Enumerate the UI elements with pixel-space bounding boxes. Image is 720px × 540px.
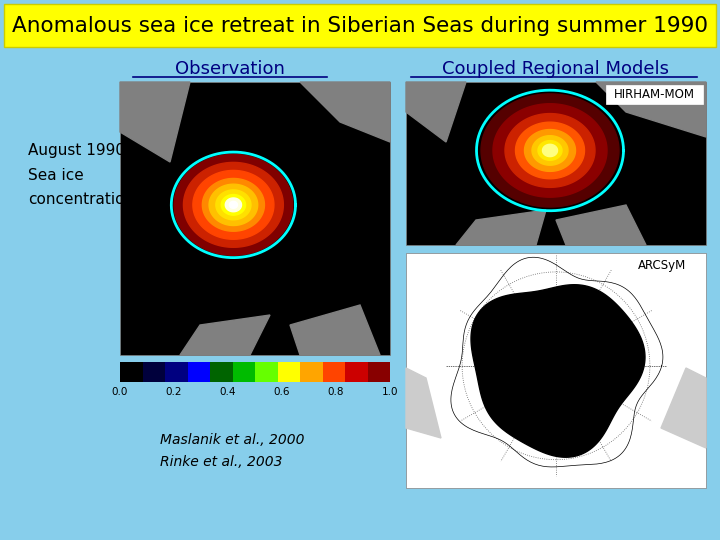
- Bar: [233, 362, 255, 382]
- Polygon shape: [456, 210, 546, 245]
- Polygon shape: [661, 368, 706, 448]
- Polygon shape: [406, 82, 466, 142]
- Polygon shape: [406, 368, 441, 438]
- Text: HIRHAM-MOM: HIRHAM-MOM: [613, 87, 695, 100]
- Bar: [120, 362, 143, 382]
- Bar: [300, 362, 323, 382]
- Polygon shape: [516, 122, 585, 179]
- Text: 0.6: 0.6: [274, 387, 290, 397]
- Text: Rinke et al., 2003: Rinke et al., 2003: [160, 455, 282, 469]
- Text: ARCSyM: ARCSyM: [638, 259, 686, 272]
- Polygon shape: [216, 190, 251, 220]
- Text: Anomalous sea ice retreat in Siberian Seas during summer 1990: Anomalous sea ice retreat in Siberian Se…: [12, 16, 708, 36]
- Bar: [406, 82, 706, 245]
- Bar: [187, 362, 210, 382]
- Bar: [621, 256, 703, 275]
- Bar: [143, 362, 165, 382]
- Bar: [367, 362, 390, 382]
- Polygon shape: [209, 184, 258, 226]
- Polygon shape: [596, 82, 706, 137]
- Bar: [255, 362, 277, 382]
- Bar: [165, 362, 187, 382]
- Text: 1.0: 1.0: [382, 387, 398, 397]
- Polygon shape: [471, 285, 645, 457]
- Text: Maslanik et al., 2000: Maslanik et al., 2000: [160, 433, 305, 447]
- Polygon shape: [505, 113, 595, 187]
- Polygon shape: [174, 154, 293, 255]
- Polygon shape: [481, 94, 619, 207]
- Polygon shape: [493, 104, 607, 197]
- Polygon shape: [542, 144, 557, 157]
- Bar: [277, 362, 300, 382]
- Text: Coupled Regional Models: Coupled Regional Models: [441, 60, 668, 78]
- Text: Sea ice: Sea ice: [28, 167, 84, 183]
- Text: 0.0: 0.0: [112, 387, 128, 397]
- Bar: [4, 4, 716, 47]
- Bar: [406, 253, 706, 488]
- Polygon shape: [184, 163, 284, 247]
- Bar: [323, 362, 345, 382]
- Polygon shape: [230, 201, 238, 208]
- Bar: [120, 82, 390, 355]
- Polygon shape: [202, 178, 264, 231]
- Polygon shape: [120, 82, 190, 162]
- Text: Observation: Observation: [175, 60, 285, 78]
- Text: August 1990: August 1990: [28, 143, 125, 158]
- Bar: [606, 85, 703, 104]
- Polygon shape: [524, 130, 575, 171]
- Polygon shape: [532, 136, 568, 165]
- Polygon shape: [538, 140, 562, 160]
- Polygon shape: [290, 305, 380, 355]
- Polygon shape: [180, 315, 270, 355]
- Text: 0.8: 0.8: [328, 387, 344, 397]
- Text: 0.2: 0.2: [166, 387, 182, 397]
- Text: 0.4: 0.4: [220, 387, 236, 397]
- Polygon shape: [556, 205, 646, 245]
- Bar: [210, 362, 233, 382]
- Polygon shape: [225, 198, 241, 212]
- Text: concentration: concentration: [28, 192, 134, 207]
- Bar: [345, 362, 367, 382]
- Polygon shape: [221, 194, 246, 215]
- Polygon shape: [193, 171, 274, 239]
- Polygon shape: [300, 82, 390, 142]
